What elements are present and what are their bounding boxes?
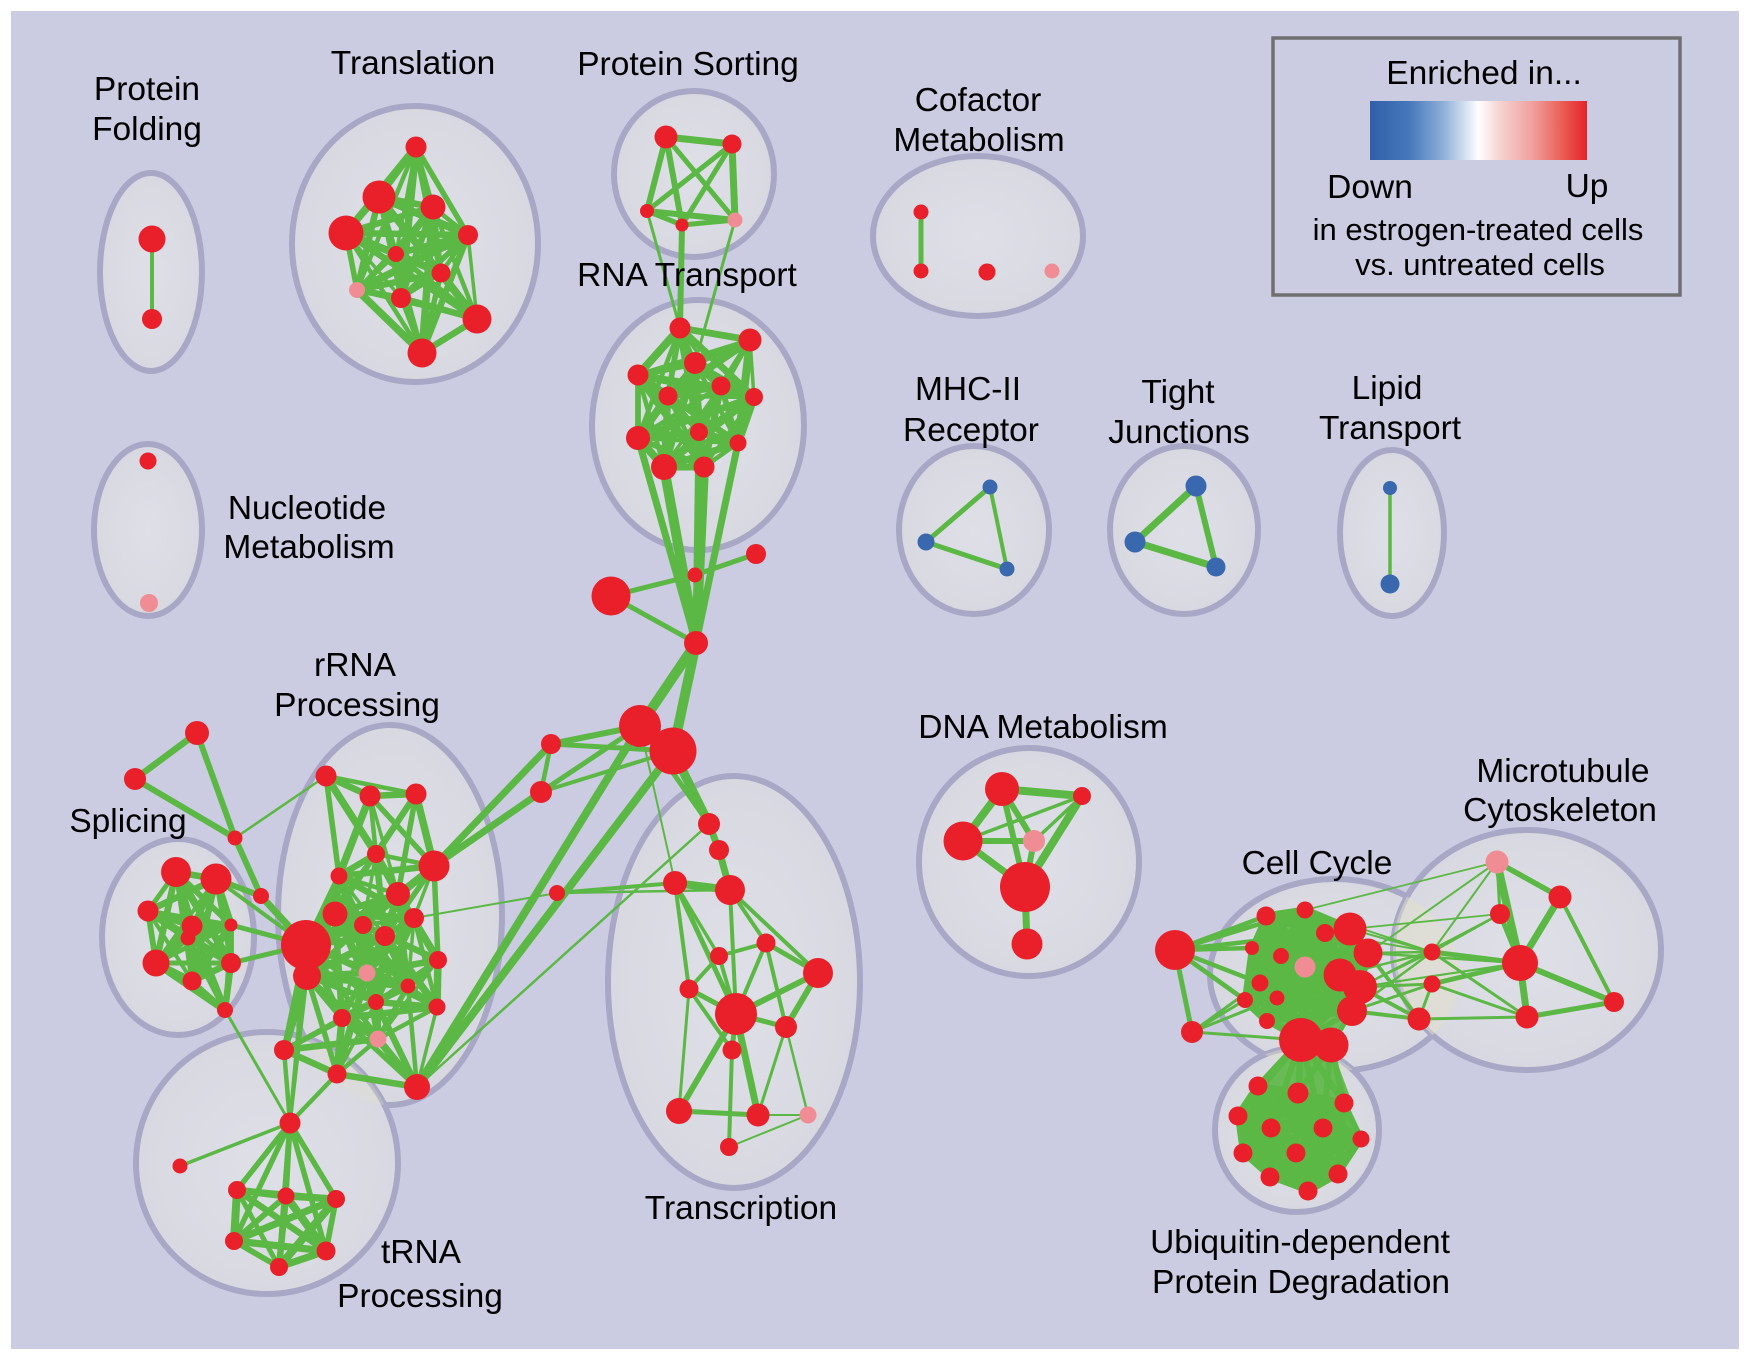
svg-text:tRNA: tRNA: [381, 1234, 462, 1271]
svg-text:Processing: Processing: [274, 687, 440, 724]
svg-text:Cytoskeleton: Cytoskeleton: [1463, 792, 1657, 829]
svg-text:DNA Metabolism: DNA Metabolism: [918, 709, 1167, 746]
svg-text:Metabolism: Metabolism: [893, 122, 1064, 159]
svg-text:Up: Up: [1566, 168, 1609, 205]
svg-text:Lipid: Lipid: [1352, 370, 1423, 407]
svg-text:Processing: Processing: [337, 1278, 503, 1315]
svg-text:Nucleotide: Nucleotide: [228, 490, 386, 527]
svg-text:Transport: Transport: [1319, 410, 1462, 447]
svg-text:Metabolism: Metabolism: [223, 529, 394, 566]
svg-text:rRNA: rRNA: [314, 647, 397, 684]
svg-text:MHC-II: MHC-II: [915, 371, 1021, 408]
svg-text:Transcription: Transcription: [645, 1190, 837, 1227]
svg-text:Protein: Protein: [94, 71, 200, 108]
svg-text:Folding: Folding: [92, 111, 202, 148]
svg-text:vs. untreated cells: vs. untreated cells: [1355, 247, 1605, 282]
svg-text:Protein Degradation: Protein Degradation: [1152, 1264, 1450, 1301]
svg-text:Microtubule: Microtubule: [1476, 753, 1649, 790]
svg-text:RNA Transport: RNA Transport: [577, 257, 797, 294]
svg-text:Down: Down: [1327, 169, 1413, 206]
svg-text:Ubiquitin-dependent: Ubiquitin-dependent: [1150, 1224, 1451, 1261]
svg-text:in estrogen-treated cells: in estrogen-treated cells: [1313, 212, 1644, 247]
svg-text:Cell Cycle: Cell Cycle: [1242, 845, 1393, 882]
svg-text:Junctions: Junctions: [1108, 414, 1250, 451]
svg-text:Receptor: Receptor: [903, 412, 1039, 449]
svg-text:Protein Sorting: Protein Sorting: [577, 46, 799, 83]
svg-text:Tight: Tight: [1141, 374, 1215, 411]
svg-text:Enriched in...: Enriched in...: [1386, 55, 1582, 92]
svg-text:Splicing: Splicing: [69, 803, 186, 840]
svg-text:Translation: Translation: [331, 45, 495, 82]
svg-text:Cofactor: Cofactor: [915, 82, 1042, 119]
